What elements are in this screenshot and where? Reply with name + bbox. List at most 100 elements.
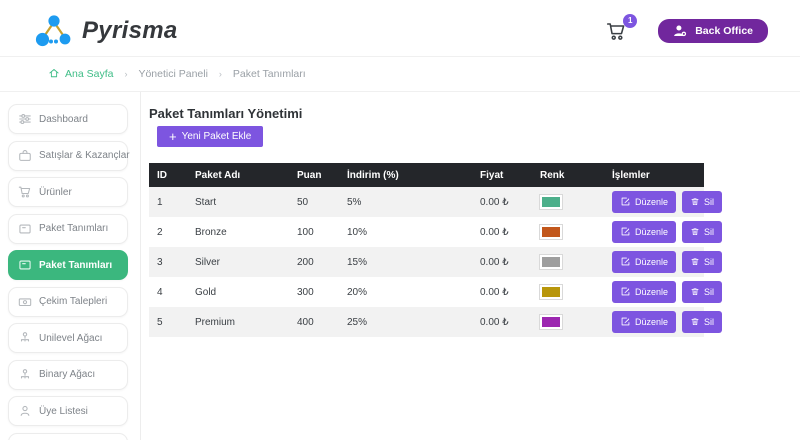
trash-icon xyxy=(690,286,700,299)
card-icon xyxy=(18,222,32,236)
edit-button[interactable]: Düzenle xyxy=(612,191,677,213)
edit-button[interactable]: Düzenle xyxy=(612,311,677,333)
column-header: Paket Adı xyxy=(187,163,289,187)
edit-icon xyxy=(620,286,631,299)
color-swatch xyxy=(539,224,563,240)
add-package-button[interactable]: + Yeni Paket Ekle xyxy=(157,126,264,147)
edit-button[interactable]: Düzenle xyxy=(612,281,677,303)
package-name: Gold xyxy=(195,286,217,298)
color-swatch xyxy=(539,314,563,330)
brand-logo[interactable]: Pyrisma xyxy=(35,13,178,49)
sidebar-item-unilevel-a-ac-[interactable]: Unilevel Ağacı xyxy=(8,323,128,353)
package-points: 300 xyxy=(297,286,314,298)
trash-icon xyxy=(690,316,700,329)
column-header: Renk xyxy=(532,163,604,187)
sidebar-item-label: Üye Listesi xyxy=(39,405,88,417)
package-price: 0.00 ₺ xyxy=(480,226,509,238)
delete-button-label: Sil xyxy=(704,197,715,207)
breadcrumb-separator: › xyxy=(124,69,128,79)
sidebar-item-sat-lar-kazan-lar[interactable]: Satışlar & Kazançlar xyxy=(8,140,130,171)
table-row: 4 Gold 300 20% 0.00 ₺ Düzenle Sil xyxy=(149,277,723,307)
edit-icon xyxy=(620,316,631,329)
back-office-label: Back Office xyxy=(695,25,753,37)
color-swatch xyxy=(539,194,563,210)
package-points: 100 xyxy=(297,226,314,238)
package-color-cell xyxy=(532,187,604,217)
edit-button-label: Düzenle xyxy=(635,197,669,207)
sidebar-item-partial[interactable] xyxy=(8,432,128,440)
breadcrumb-item-label: Paket Tanımları xyxy=(232,68,306,80)
sidebar-item--ekim-talepleri[interactable]: Çekim Talepleri xyxy=(8,286,128,317)
breadcrumb-item[interactable]: Ana Sayfa xyxy=(48,67,113,82)
sidebar-item-dashboard[interactable]: Dashboard xyxy=(8,104,128,134)
sidebar-item-label: Çekim Talepleri xyxy=(39,296,108,307)
sidebar-item--ye-listesi[interactable]: Üye Listesi xyxy=(8,396,128,426)
sidebar-item-paket-tan-mlar-[interactable]: Paket Tanımları xyxy=(8,250,128,280)
user-badge-icon xyxy=(673,24,688,38)
actions-group: Düzenle Sil xyxy=(612,281,723,303)
sidebar-item-label: Paket Tanımları xyxy=(39,259,113,271)
color-swatch xyxy=(539,284,563,300)
package-color-cell xyxy=(532,247,604,277)
column-header: ID xyxy=(149,163,187,187)
plus-icon: + xyxy=(169,129,177,144)
edit-button[interactable]: Düzenle xyxy=(612,221,677,243)
row-id: 5 xyxy=(149,307,187,337)
edit-button[interactable]: Düzenle xyxy=(612,251,677,273)
package-color-cell xyxy=(532,277,604,307)
breadcrumb-item[interactable]: Paket Tanımları xyxy=(233,68,306,80)
delete-button[interactable]: Sil xyxy=(682,251,723,273)
delete-button[interactable]: Sil xyxy=(682,221,723,243)
top-header: Pyrisma 1 xyxy=(0,0,800,57)
breadcrumb-item[interactable]: Yönetici Paneli xyxy=(138,68,207,80)
trash-icon xyxy=(690,196,700,209)
package-discount: 25% xyxy=(339,307,472,337)
delete-button[interactable]: Sil xyxy=(682,191,723,213)
column-header: Puan xyxy=(289,163,339,187)
cart-badge: 1 xyxy=(623,13,638,28)
briefcase-icon xyxy=(18,149,32,163)
package-points: 50 xyxy=(289,187,339,217)
package-price: 0.00 ₺ xyxy=(480,286,509,298)
row-id: 2 xyxy=(157,226,163,238)
color-swatch xyxy=(539,254,563,270)
package-color-cell xyxy=(532,307,604,337)
table-row: 2 Bronze 100 10% 0.00 ₺ Düzenle Sil xyxy=(149,217,723,247)
page-title: Paket Tanımları Yönetimi xyxy=(149,106,303,121)
edit-button-label: Düzenle xyxy=(635,257,669,267)
package-discount: 5% xyxy=(339,187,472,217)
package-points: 400 xyxy=(289,307,339,337)
cart-icon xyxy=(605,21,628,42)
sidebar-item-binary-a-ac-[interactable]: Binary Ağacı xyxy=(8,359,128,390)
sidebar-item-label: Dashboard xyxy=(39,113,88,125)
brand-name: Pyrisma xyxy=(82,17,178,44)
cart-button[interactable]: 1 xyxy=(605,13,638,42)
package-price: 0.00 ₺ xyxy=(472,247,532,277)
main-content: Paket Tanımları Yönetimi + Yeni Paket Ek… xyxy=(141,92,800,440)
table-row: 3 Silver 200 15% 0.00 ₺ Düzenle Sil xyxy=(149,247,723,277)
row-actions: Düzenle Sil xyxy=(604,217,723,247)
actions-group: Düzenle Sil xyxy=(612,251,723,273)
package-name: Bronze xyxy=(195,226,227,238)
column-header: İndirim (%) xyxy=(339,163,472,187)
column-header: Fiyat xyxy=(472,163,532,187)
package-discount: 20% xyxy=(347,286,368,298)
sidebar-item--r-nler[interactable]: Ürünler xyxy=(8,177,128,207)
sidebar-item-paket-tan-mlar-[interactable]: Paket Tanımları xyxy=(8,213,128,244)
add-package-label: Yeni Paket Ekle xyxy=(181,131,252,142)
sliders-icon xyxy=(18,112,32,126)
user-icon xyxy=(18,404,32,418)
packages-table-wrap: ID Paket Adı Puan İndirim (%) Fiyat Renk İşlem… xyxy=(149,163,800,337)
package-price: 0.00 ₺ xyxy=(472,307,532,337)
delete-button[interactable]: Sil xyxy=(682,281,723,303)
breadcrumb-item-label: Ana Sayfa xyxy=(65,68,114,80)
back-office-button[interactable]: Back Office xyxy=(658,19,768,43)
table-body: 1 Start 50 5% 0.00 ₺ Düzenle Sil 2 Bronze 100 10% 0… xyxy=(149,187,723,337)
edit-icon xyxy=(620,226,631,239)
package-name: Start xyxy=(187,187,289,217)
table-row: 5 Premium 400 25% 0.00 ₺ Düzenle Sil xyxy=(149,307,723,337)
package-discount: 15% xyxy=(339,247,472,277)
tree-icon xyxy=(18,368,32,382)
row-actions: Düzenle Sil xyxy=(604,307,723,337)
delete-button[interactable]: Sil xyxy=(682,311,723,333)
